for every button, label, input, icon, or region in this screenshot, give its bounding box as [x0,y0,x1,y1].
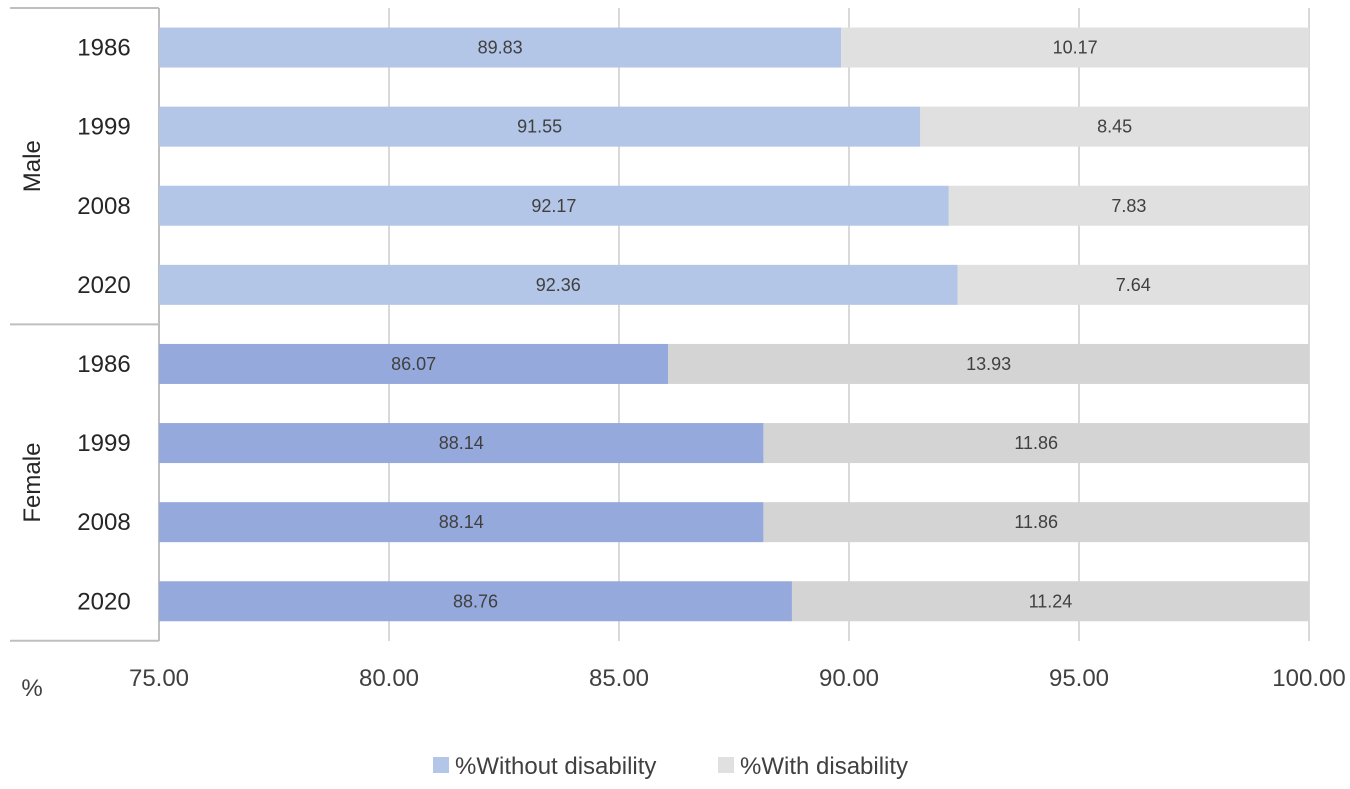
data-label-without: 86.07 [391,354,436,374]
data-label-without: 88.14 [439,433,484,453]
bar-with-disability [763,423,1309,464]
bars [159,27,1309,622]
legend-label-with: %With disability [740,753,908,780]
data-label-without: 88.14 [439,512,484,532]
data-label-with: 11.24 [1029,591,1073,611]
bar-with-disability [948,185,1309,226]
group-label-female: Female [19,443,46,523]
legend-label-without: %Without disability [455,753,656,780]
x-tick-label: 80.00 [359,665,419,692]
data-label-without: 92.17 [531,196,576,216]
gridlines [158,8,1310,641]
data-label-without: 89.83 [478,38,523,58]
data-label-with: 7.64 [1116,275,1151,295]
legend: %Without disability %With disability [433,753,908,780]
category-label: 1986 [77,351,130,378]
data-label-without: 88.76 [453,591,498,611]
bar-with-disability [841,27,1309,68]
bar-without-disability [159,581,792,622]
data-label-without: 92.36 [536,275,581,295]
axes [10,7,160,642]
x-tick-label: 90.00 [819,665,879,692]
data-label-with: 11.86 [1014,433,1058,453]
x-tick-label: 85.00 [589,665,649,692]
data-label-with: 8.45 [1097,117,1132,137]
bar-with-disability [668,343,1309,384]
data-label-with: 10.17 [1053,38,1098,58]
bar-without-disability [159,423,764,464]
category-label: 1999 [77,430,130,457]
category-label: 2008 [77,509,130,536]
bar-without-disability [159,185,949,226]
category-label: 1986 [77,35,130,62]
legend-swatch-with [718,757,734,773]
data-label-with: 13.93 [966,354,1011,374]
x-tick-label: 75.00 [129,665,189,692]
bar-without-disability [159,343,669,384]
bar-with-disability [920,106,1309,147]
category-label: 2008 [77,193,130,220]
group-label-male: Male [19,140,46,192]
category-label: 1999 [77,114,130,141]
data-label-with: 7.83 [1111,196,1146,216]
bar-without-disability [159,106,921,147]
data-label-with: 11.86 [1014,512,1058,532]
category-label: 2020 [77,272,130,299]
bar-with-disability [957,264,1309,305]
bar-with-disability [791,581,1309,622]
bar-without-disability [159,27,842,68]
data-label-without: 91.55 [517,117,562,137]
x-tick-label: 100.00 [1272,665,1345,692]
unit-label: % [21,675,42,702]
bar-without-disability [159,264,958,305]
bar-without-disability [159,502,764,543]
labels: 75.00 80.00 85.00 90.00 95.00 100.00 Male 89.83… [19,35,1346,702]
category-label: 2020 [77,588,130,615]
legend-swatch-without [433,757,449,773]
x-tick-label: 95.00 [1049,665,1109,692]
bar-with-disability [763,502,1309,543]
